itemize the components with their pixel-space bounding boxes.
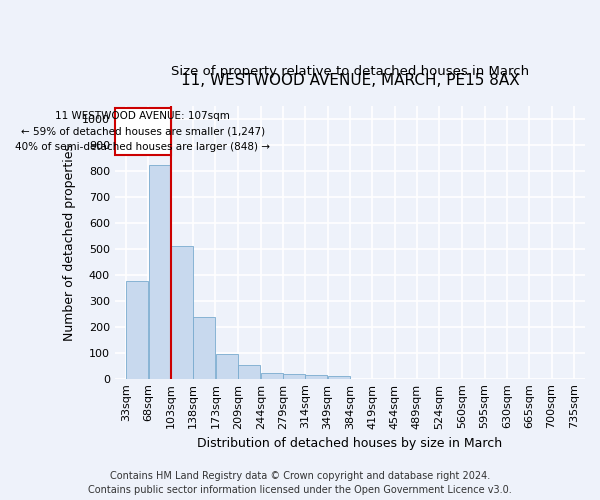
Bar bbox=[328, 376, 350, 378]
Title: Size of property relative to detached houses in March: Size of property relative to detached ho… bbox=[171, 65, 529, 78]
Text: 11 WESTWOOD AVENUE: 107sqm: 11 WESTWOOD AVENUE: 107sqm bbox=[55, 111, 230, 121]
Bar bbox=[261, 373, 283, 378]
Bar bbox=[126, 281, 148, 378]
Bar bbox=[305, 375, 328, 378]
Bar bbox=[149, 166, 170, 378]
Text: 40% of semi-detached houses are larger (848) →: 40% of semi-detached houses are larger (… bbox=[16, 142, 271, 152]
Bar bbox=[215, 354, 238, 378]
Bar bbox=[193, 317, 215, 378]
Text: 11, WESTWOOD AVENUE, MARCH, PE15 8AX: 11, WESTWOOD AVENUE, MARCH, PE15 8AX bbox=[181, 73, 520, 88]
Bar bbox=[171, 246, 193, 378]
Text: ← 59% of detached houses are smaller (1,247): ← 59% of detached houses are smaller (1,… bbox=[21, 126, 265, 136]
X-axis label: Distribution of detached houses by size in March: Distribution of detached houses by size … bbox=[197, 437, 503, 450]
Y-axis label: Number of detached properties: Number of detached properties bbox=[64, 144, 76, 340]
FancyBboxPatch shape bbox=[115, 108, 171, 156]
Bar bbox=[283, 374, 305, 378]
Text: Contains HM Land Registry data © Crown copyright and database right 2024.
Contai: Contains HM Land Registry data © Crown c… bbox=[88, 471, 512, 495]
Bar bbox=[238, 365, 260, 378]
